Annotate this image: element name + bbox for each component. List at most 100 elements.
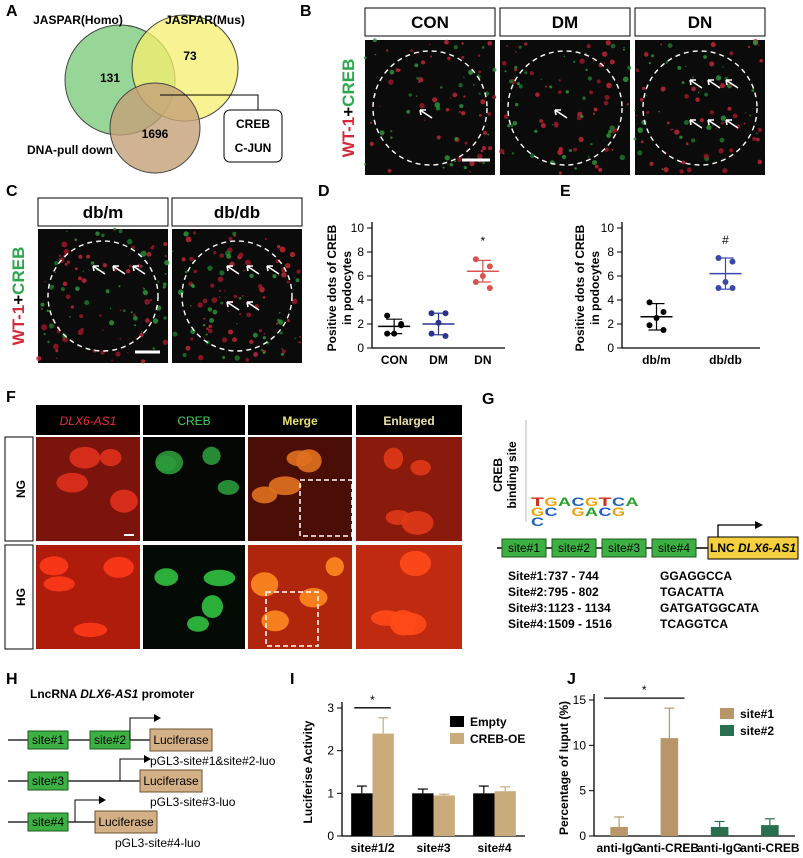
panel-label: I	[290, 671, 294, 688]
texture-dot	[759, 58, 763, 63]
logo-letter: C	[612, 495, 625, 509]
y-axis-label: Positive dots of CREB	[325, 224, 339, 351]
title-part: LncRNA	[30, 687, 78, 701]
texture-dot	[109, 308, 112, 310]
logo-letter: G	[572, 505, 585, 519]
texture-dot	[54, 271, 57, 274]
texture-dot	[133, 313, 137, 317]
table-cell: Site#1:	[508, 569, 547, 583]
texture-dot	[639, 97, 644, 102]
pointer-arrow	[707, 79, 721, 89]
texture-dot	[182, 352, 187, 358]
texture-dot	[236, 323, 238, 325]
texture-dot	[609, 125, 615, 131]
texture-dot	[185, 236, 192, 243]
texture-dot	[468, 69, 474, 75]
micrograph	[365, 40, 495, 175]
significance-mark: #	[722, 233, 729, 247]
texture-dot	[729, 51, 734, 56]
tss-arrowhead	[99, 796, 106, 804]
texture-dot	[634, 109, 636, 112]
texture-dot	[715, 127, 717, 130]
texture-dot	[704, 92, 708, 97]
legend-label: site#1	[740, 707, 774, 721]
texture-dot	[390, 136, 393, 139]
data-point	[486, 263, 493, 270]
table-cell: TGACATTA	[660, 585, 725, 599]
texture-dot	[197, 354, 204, 361]
texture-dot	[218, 296, 221, 299]
texture-dot	[710, 42, 716, 48]
texture-dot	[149, 299, 152, 302]
cell-nucleus	[39, 556, 69, 576]
texture-dot	[246, 312, 252, 318]
texture-dot	[118, 285, 121, 288]
texture-dot	[389, 69, 395, 75]
texture-dot	[58, 254, 62, 258]
texture-dot	[472, 83, 475, 86]
column-header: DM	[552, 13, 578, 32]
texture-dot	[487, 41, 492, 46]
header-box	[37, 197, 169, 227]
texture-dot	[406, 109, 411, 114]
table-cell: 795 - 802	[548, 585, 599, 599]
reporter-label: Luciferase	[98, 815, 154, 829]
texture-dot	[642, 86, 646, 91]
texture-dot	[279, 331, 283, 335]
texture-dot	[487, 112, 492, 116]
zoom-box	[299, 479, 353, 537]
column-header: DLX6-AS1	[60, 414, 117, 428]
texture-dot	[449, 97, 452, 99]
texture-dot	[90, 261, 95, 265]
texture-dot	[469, 170, 471, 173]
texture-dot	[563, 55, 566, 58]
texture-dot	[679, 135, 683, 139]
bar	[610, 826, 628, 836]
texture-dot	[193, 269, 198, 274]
texture-dot	[185, 345, 191, 351]
site-box	[27, 730, 69, 750]
panel-a: A JASPAR(Homo) JASPAR(Mus) DNA-pull down…	[6, 3, 283, 174]
significance-mark: *	[480, 234, 485, 248]
texture-dot	[518, 84, 523, 89]
table-cell: 1123 - 1134	[548, 601, 611, 615]
venn-circle	[109, 82, 201, 174]
texture-dot	[756, 137, 760, 142]
texture-dot	[252, 332, 258, 338]
texture-dot	[461, 111, 466, 116]
stain-label: WT-1+CREB	[9, 247, 28, 346]
texture-dot	[299, 335, 301, 338]
texture-dot	[418, 81, 420, 84]
texture-dot	[703, 55, 707, 59]
texture-dot	[253, 352, 258, 357]
data-point	[729, 258, 736, 265]
texture-dot	[298, 341, 301, 344]
cell-nucleus	[202, 446, 221, 465]
pointer-arrow	[266, 265, 280, 275]
texture-dot	[163, 316, 167, 320]
tss-arrowhead	[755, 521, 763, 529]
x-tick-label: anti-IgG	[596, 841, 641, 855]
y-axis-label: in podocytes	[588, 251, 602, 325]
texture-dot	[518, 45, 522, 49]
texture-dot	[582, 96, 586, 101]
texture-dot	[461, 55, 464, 59]
texture-dot	[276, 322, 279, 325]
texture-dot	[202, 323, 206, 327]
texture-dot	[743, 122, 746, 125]
texture-dot	[587, 76, 593, 81]
cell-nucleus	[103, 556, 134, 578]
texture-dot	[622, 76, 629, 83]
texture-dot	[418, 77, 424, 83]
texture-dot	[428, 43, 431, 46]
cell-nucleus	[43, 576, 75, 592]
pointer-arrow	[112, 265, 126, 275]
legend-swatch	[450, 716, 464, 727]
texture-dot	[226, 253, 232, 259]
pointer-arrow	[554, 109, 568, 119]
texture-dot	[276, 244, 281, 249]
row-header: HG	[14, 588, 28, 606]
gene-label-part: DLX6-AS1	[738, 541, 796, 555]
texture-dot	[683, 120, 689, 125]
texture-dot	[193, 231, 197, 235]
